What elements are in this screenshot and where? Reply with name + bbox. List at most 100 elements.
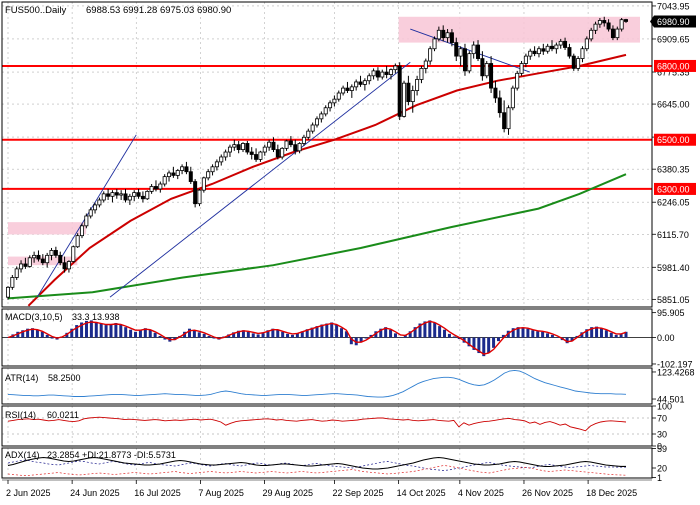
candle [402,80,407,118]
price-tick-label: 5981.40 [657,263,690,273]
candle [445,29,450,43]
x-tick-label: 7 Aug 2025 [198,488,244,498]
x-tick-label: 16 Jul 2025 [134,488,181,498]
macd-histogram-bar [163,337,167,340]
candle [214,159,219,171]
candle-body [262,146,267,153]
macd-histogram-bar [408,331,412,338]
macd-histogram-bar [496,337,500,342]
x-tick-label: 4 Nov 2025 [458,488,504,498]
macd-histogram-bar [80,322,84,338]
macd-histogram-bar [433,322,437,338]
candle [88,207,93,219]
x-tick-label: 24 Jun 2025 [70,488,120,498]
macd-histogram-bar [143,328,147,338]
candle-body [254,154,259,160]
candle-body [489,63,494,89]
macd-histogram-bar [403,334,407,338]
candle [206,169,211,181]
candle [410,85,415,113]
macd-histogram-bar [447,333,451,338]
macd-histogram-bar [325,323,329,338]
macd-histogram-bar [384,327,388,338]
candle [449,29,454,47]
candle-body [93,204,98,211]
candle [454,37,459,62]
candle-body [188,171,193,182]
macd-histogram-bar [104,325,108,338]
candle [32,251,37,263]
macd-histogram-bar [256,334,260,338]
macd-histogram-bar [281,331,285,338]
adx-panel [7,456,627,476]
candle [149,184,154,194]
candle [114,188,119,199]
candle-body [232,144,237,148]
macd-histogram-bar [541,331,545,338]
macd-histogram-bar [379,328,383,338]
candle [458,46,463,66]
candle-body [341,87,346,94]
candle-body [484,63,489,77]
macd-histogram-bar [207,335,211,338]
candle-body [602,20,607,24]
candle-body [336,92,341,100]
candle [362,78,367,91]
macd-tick-label: -102.197 [657,359,693,369]
candle-body [571,55,576,69]
candle-body [119,193,124,196]
candle-body [523,55,528,64]
macd-histogram-bar [89,320,93,338]
macd-histogram-bar [173,337,177,341]
candle [19,260,24,273]
candle-body [354,81,359,88]
candle-body [515,72,520,89]
candle [528,48,533,60]
candle [6,286,11,300]
atr-values: 58.2500 [48,373,81,383]
candle [167,170,172,182]
candle [436,26,441,42]
level-label-text: 6800.00 [657,61,690,71]
candle [358,75,363,87]
candle [227,144,232,157]
macd-histogram-bar [70,328,74,338]
candle-body [584,38,589,50]
candle-body [406,82,411,103]
candle-body [301,136,306,144]
macd-histogram-bar [340,328,344,338]
candle-body [410,90,415,103]
macd-histogram-bar [531,330,535,338]
candle [175,169,180,180]
candle [510,85,515,111]
candle [515,70,520,91]
candle [53,246,58,258]
candle [532,46,537,57]
candle-body [79,225,84,237]
candle-body [280,147,285,158]
panel-frame-atr [1,367,653,405]
adx-label: ADX(14) [5,450,40,460]
candle [467,51,472,74]
price-tick-label: 6246.05 [657,198,690,208]
last-price-text: 6980.90 [657,17,690,27]
macd-histogram-bar [35,329,39,338]
candle-body [132,192,137,197]
trendline [109,61,411,298]
candle [589,27,594,42]
macd-histogram-bar [21,330,25,338]
candle [171,166,176,178]
candle-body [241,143,246,150]
macd-histogram-bar [565,337,569,344]
candle-body [249,151,254,155]
macd-histogram-bar [585,329,589,338]
candle [119,190,124,201]
macd-histogram-bar [114,322,118,338]
candle [27,255,32,268]
atr-tick-label: 44.501 [657,395,685,405]
rsi-line [7,416,627,432]
rsi-tick-label: 0 [657,442,662,452]
candle-body [210,166,215,173]
candle [236,140,241,154]
